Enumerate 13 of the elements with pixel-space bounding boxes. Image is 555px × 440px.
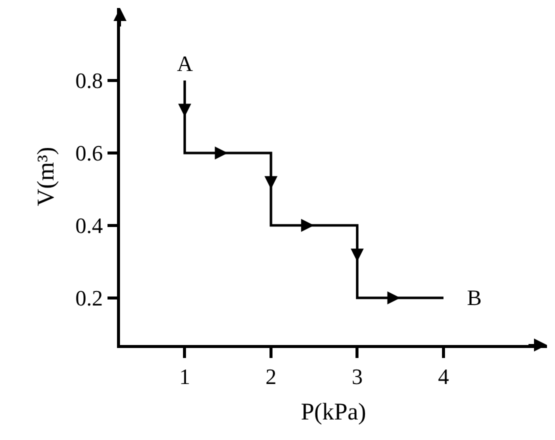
y-tick-label: 0.4 bbox=[75, 213, 103, 238]
x-tick-label: 2 bbox=[265, 364, 276, 390]
x-tick-label: 3 bbox=[352, 364, 363, 390]
y-tick-label: 0.2 bbox=[75, 286, 103, 311]
annotation: B bbox=[467, 285, 482, 310]
y-tick-label: 0.8 bbox=[75, 68, 103, 94]
y-axis-title: V(m³) bbox=[33, 146, 60, 206]
y-tick-label: 0.6 bbox=[75, 140, 103, 166]
annotation: A bbox=[177, 51, 193, 76]
x-tick-label: 4 bbox=[438, 364, 449, 390]
x-tick-label: 1 bbox=[179, 364, 190, 390]
x-axis-title: P(kPa) bbox=[300, 399, 366, 426]
line-series bbox=[183, 79, 445, 300]
